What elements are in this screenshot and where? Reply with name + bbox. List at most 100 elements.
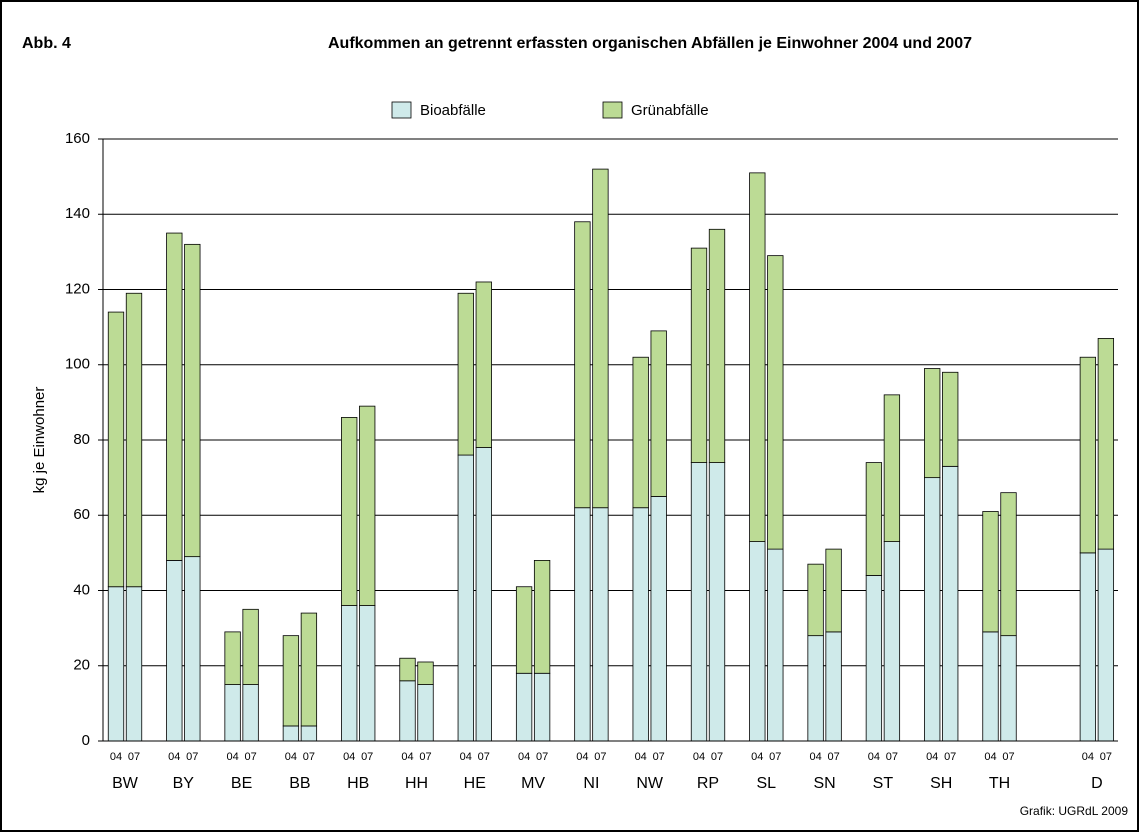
bar-segment [1097,548,1115,742]
period-label: 04 [809,751,821,763]
bar-segment [457,454,474,742]
bar-segment [982,511,999,633]
period-label: 04 [984,751,996,763]
x-tick-label: SL [757,775,777,792]
bar-segment [184,243,201,558]
period-label: 07 [594,751,606,763]
x-tick-label: SN [813,775,835,792]
x-tick-label: MV [521,775,545,792]
bar-segment [359,605,376,742]
period-label: 04 [635,751,647,763]
y-tick-label: 120 [65,280,90,297]
bar-segment [708,228,726,463]
period-label: 04 [285,751,297,763]
bar-segment [515,672,533,742]
bar-segment [457,292,474,456]
chart-title: Aufkommen an getrennt erfassten organisc… [328,35,972,52]
period-label: 07 [1100,751,1112,763]
y-tick-label: 160 [65,130,90,147]
bar-segment [942,371,959,467]
legend-label: Bioabfälle [420,102,486,119]
bar-segment [592,168,609,509]
period-label: 04 [751,751,763,763]
y-tick-label: 80 [73,431,90,448]
bar-segment [924,368,941,479]
bar-segment [282,635,300,727]
bar-segment [224,684,241,742]
x-tick-label: HB [347,775,369,792]
x-tick-label: ST [873,775,894,792]
bar-segment [417,661,434,685]
x-tick-label: NI [583,775,599,792]
source: Grafik: UGRdL 2009 [1020,804,1129,818]
bar-segment [825,631,842,742]
x-tick-label: HE [464,775,486,792]
bar-segment [632,356,649,509]
y-tick-label: 40 [73,581,90,598]
bar-segment [125,586,143,742]
x-tick-label: BW [112,775,139,792]
bar-segment [883,541,901,742]
bar-segment [475,281,492,448]
bar-segment [359,405,376,606]
period-label: 07 [244,751,256,763]
legend-swatch [391,101,412,119]
period-label: 07 [711,751,723,763]
bar-segment [1000,492,1017,637]
period-label: 04 [343,751,355,763]
bar-segment [282,725,300,742]
period-label: 04 [868,751,880,763]
period-label: 07 [478,751,490,763]
bar-segment [242,684,259,742]
bar-segment [166,560,183,742]
period-label: 04 [1082,751,1094,763]
y-tick-label: 20 [73,657,90,674]
bar-segment [592,507,609,742]
bar-segment [749,541,766,742]
bar-segment [982,631,999,742]
bar-segment [883,394,901,542]
figure-label: Abb. 4 [22,35,71,52]
period-label: 07 [303,751,315,763]
bar-segment [1097,338,1115,550]
bar-segment [924,477,941,742]
period-label: 07 [361,751,373,763]
period-label: 07 [536,751,548,763]
bar-segment [942,465,959,742]
y-tick-label: 60 [73,506,90,523]
bar-segment [708,462,726,742]
x-tick-label: BB [289,775,310,792]
bar-segment [107,586,125,742]
y-tick-label: 140 [65,205,90,222]
bar-segment [417,684,434,742]
bar-segment [300,612,318,727]
period-label: 07 [886,751,898,763]
bar-segment [107,311,125,588]
bar-segment [341,605,358,742]
bar-segment [825,548,842,633]
bar-segment [807,635,824,742]
bar-segment [690,462,708,742]
bar-segment [632,507,649,742]
legend-label: Grünabfälle [631,102,709,119]
bar-segment [341,417,358,606]
period-label: 04 [926,751,938,763]
bar-segment [865,575,883,742]
bar-segment [574,221,591,509]
legend-swatch [602,101,623,119]
period-label: 07 [653,751,665,763]
bar-segment [1079,356,1097,554]
bar-segment [475,447,492,742]
bar-segment [1079,552,1097,742]
period-label: 07 [186,751,198,763]
x-tick-label: NW [636,775,664,792]
bar-segment [515,586,533,674]
bar-segment [399,657,416,682]
bar-segment [399,680,416,742]
period-label: 04 [460,751,472,763]
period-label: 04 [401,751,413,763]
bar-segment [865,462,883,576]
y-tick-label: 100 [65,356,90,373]
bar-segment [690,247,708,463]
